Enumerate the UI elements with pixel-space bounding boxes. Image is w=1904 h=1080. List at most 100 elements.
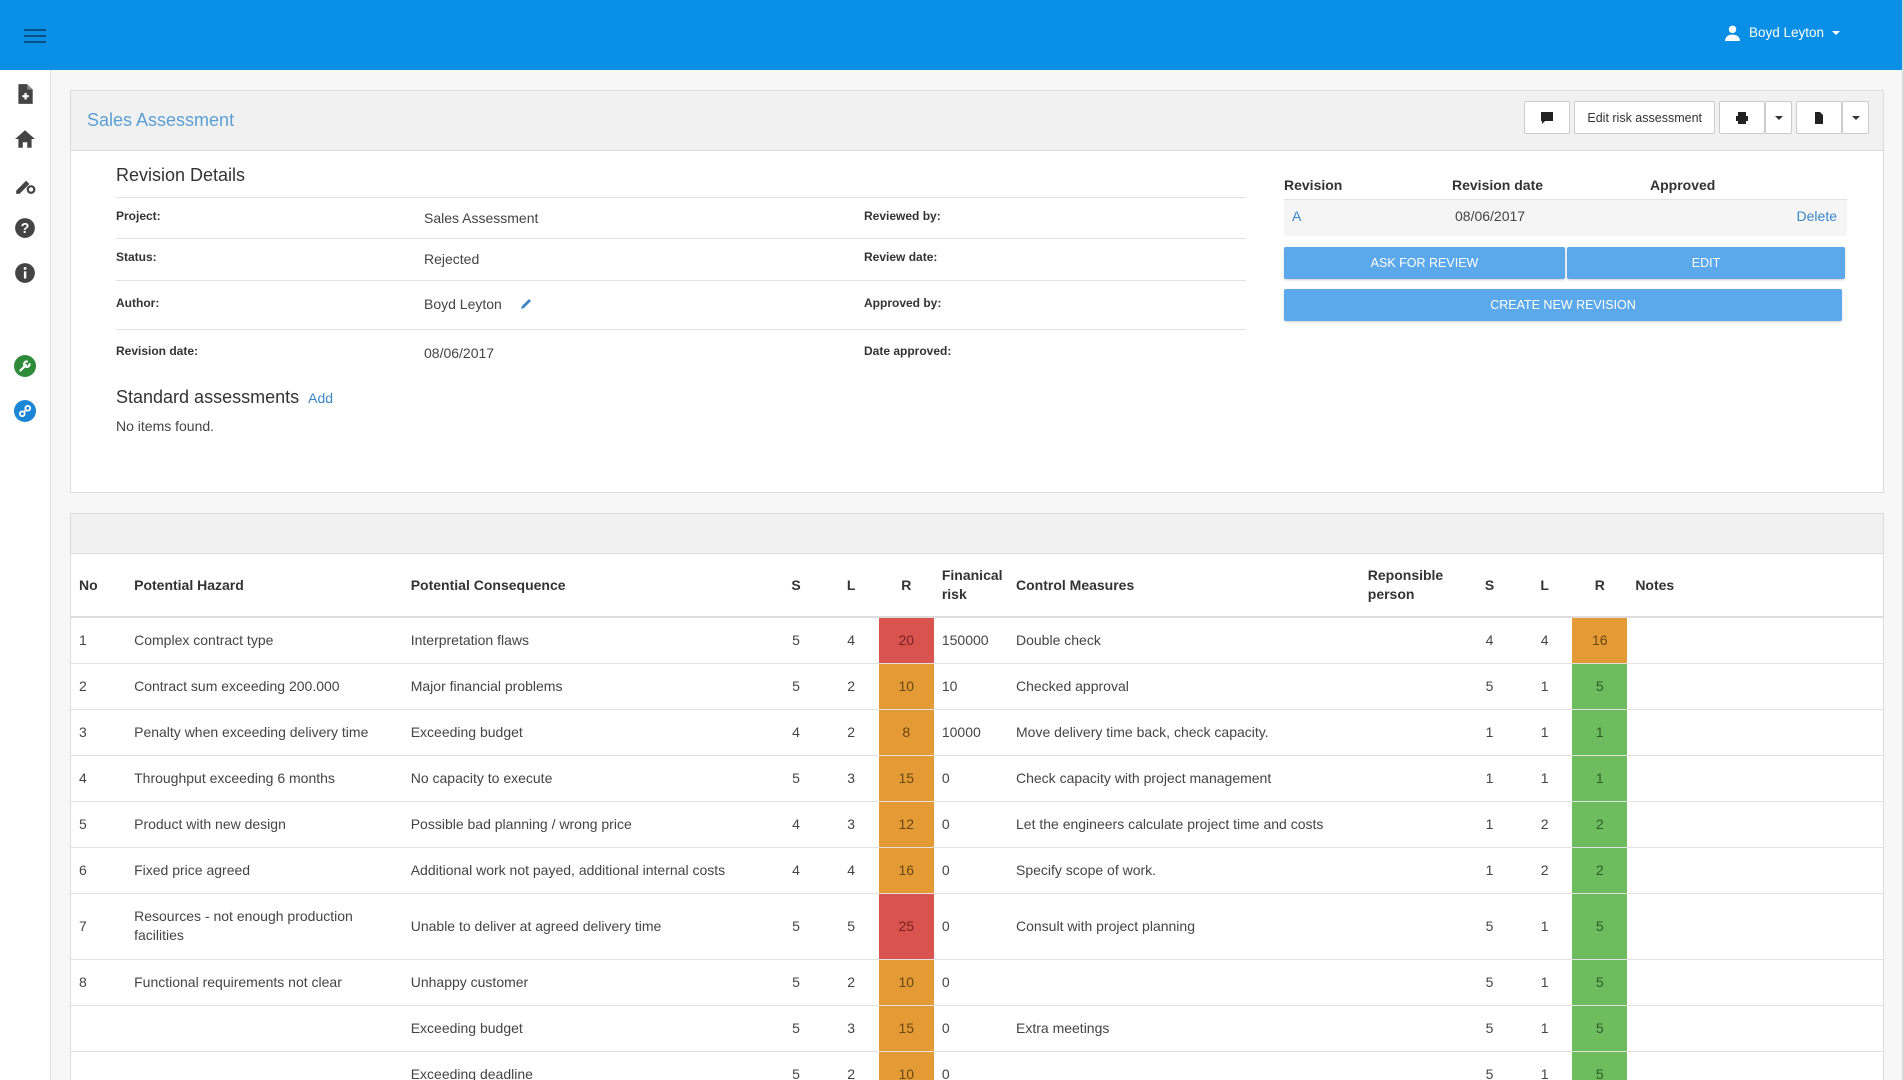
revision-link[interactable]: A <box>1292 208 1302 224</box>
approved-column-header: Approved <box>1650 177 1716 193</box>
table-row[interactable]: 7 Resources - not enough production facil… <box>71 893 1883 960</box>
cell-likelihood: 2 <box>823 709 879 756</box>
wrench-tool-icon[interactable] <box>12 353 38 379</box>
cell-residual-severity: 4 <box>1461 617 1518 664</box>
date-approved-label: Date approved: <box>864 344 952 358</box>
chevron-down-icon <box>1851 115 1860 120</box>
add-standard-assessment-link[interactable]: Add <box>308 390 334 406</box>
reviewed-by-label: Reviewed by: <box>864 209 941 223</box>
cell-risk: 15 <box>878 1005 934 1052</box>
cell-residual-severity: 5 <box>1461 1051 1518 1080</box>
cell-residual-risk: 5 <box>1572 1005 1628 1052</box>
cell-hazard: Penalty when exceeding delivery time <box>126 709 403 756</box>
panel-header: Sales Assessment Edit risk assessment <box>71 91 1883 151</box>
settings-edit-icon[interactable] <box>12 171 38 197</box>
cell-no: 1 <box>71 617 127 664</box>
table-row[interactable]: 4 Throughput exceeding 6 months No capacit… <box>71 755 1883 802</box>
table-row[interactable]: Exceeding budget 5 3 15 0 Extra meetings 5 1 5 <box>71 1005 1883 1052</box>
cell-likelihood: 3 <box>823 1005 879 1052</box>
cell-notes <box>1627 893 1883 960</box>
connect-tool-icon[interactable] <box>12 398 38 424</box>
help-icon[interactable]: ? <box>12 215 38 241</box>
table-row[interactable]: 8 Functional requirements not clear Unhapp… <box>71 959 1883 1006</box>
scrollbar[interactable] <box>1902 0 1904 1080</box>
sidebar: ? <box>0 70 51 1080</box>
column-header-l-residual: L <box>1517 554 1573 618</box>
cell-notes <box>1627 1005 1883 1052</box>
cell-no: 3 <box>71 709 127 756</box>
table-row[interactable]: 5 Product with new design Possible bad pla… <box>71 801 1883 848</box>
cell-residual-risk: 2 <box>1572 801 1628 848</box>
column-header-control-measures: Control Measures <box>1008 554 1360 618</box>
column-header-hazard: Potential Hazard <box>126 554 403 618</box>
delete-link[interactable]: Delete <box>1796 208 1837 224</box>
create-new-revision-button[interactable]: CREATE NEW REVISION <box>1284 289 1842 321</box>
print-icon <box>1736 111 1748 124</box>
table-row[interactable]: 1 Complex contract type Interpretation fla… <box>71 617 1883 664</box>
print-button[interactable] <box>1719 101 1765 134</box>
cell-responsible-person <box>1359 1051 1462 1080</box>
edit-revision-button[interactable]: EDIT <box>1567 247 1845 279</box>
hamburger-menu-icon[interactable] <box>24 25 46 45</box>
cell-residual-risk: 5 <box>1572 893 1628 960</box>
cell-responsible-person <box>1359 755 1462 802</box>
cell-likelihood: 5 <box>823 893 879 960</box>
cell-residual-risk: 1 <box>1572 709 1628 756</box>
detail-row: Status: Rejected Review date: <box>116 239 1246 281</box>
export-dropdown-button[interactable] <box>1842 101 1869 134</box>
cell-residual-likelihood: 1 <box>1517 1005 1573 1052</box>
cell-residual-likelihood: 1 <box>1517 755 1573 802</box>
export-button[interactable] <box>1796 101 1842 134</box>
file-icon <box>1815 111 1823 124</box>
cell-notes <box>1627 755 1883 802</box>
cell-risk: 10 <box>878 663 934 710</box>
cell-residual-severity: 1 <box>1461 755 1518 802</box>
cell-risk: 16 <box>878 847 934 894</box>
cell-consequence: Exceeding budget <box>402 709 769 756</box>
revision-date-label: Revision date: <box>116 344 199 358</box>
user-menu[interactable]: Boyd Leyton <box>1724 24 1840 41</box>
revision-panel: Sales Assessment Edit risk assessment Re… <box>70 90 1884 493</box>
author-field: Boyd Leyton <box>424 296 533 313</box>
ask-for-review-button[interactable]: ASK FOR REVIEW <box>1284 247 1565 279</box>
cell-hazard <box>126 1051 403 1080</box>
column-header-consequence: Potential Consequence <box>402 554 769 618</box>
cell-no: 7 <box>71 893 127 960</box>
print-dropdown-button[interactable] <box>1765 101 1792 134</box>
cell-notes <box>1627 663 1883 710</box>
home-icon[interactable] <box>12 126 38 152</box>
revision-date: 08/06/2017 <box>1455 208 1526 224</box>
cell-residual-severity: 5 <box>1461 959 1518 1006</box>
revision-row[interactable]: A 08/06/2017 Delete <box>1284 200 1847 236</box>
info-icon[interactable] <box>12 260 38 286</box>
edit-risk-assessment-button[interactable]: Edit risk assessment <box>1574 101 1715 134</box>
comment-icon <box>1541 111 1554 124</box>
pencil-icon[interactable] <box>520 297 533 313</box>
cell-control-measures: Checked approval <box>1008 663 1360 710</box>
new-document-icon[interactable] <box>12 81 38 107</box>
cell-no: 6 <box>71 847 127 894</box>
cell-severity: 5 <box>768 1005 824 1052</box>
risk-table-body: 1 Complex contract type Interpretation fla… <box>71 617 1883 1080</box>
revisions-table: Revision Revision date Approved A 08/06/… <box>1284 169 1847 321</box>
cell-risk: 10 <box>878 959 934 1006</box>
revision-column-header: Revision <box>1284 177 1343 193</box>
table-row[interactable]: Exceeding deadline 5 2 10 0 5 1 5 <box>71 1051 1883 1080</box>
cell-no: 4 <box>71 755 127 802</box>
cell-notes <box>1627 617 1883 664</box>
cell-control-measures <box>1008 959 1360 1006</box>
cell-consequence: Exceeding budget <box>402 1005 769 1052</box>
column-header-responsible-person: Reponsible person <box>1359 554 1462 618</box>
table-row[interactable]: 3 Penalty when exceeding delivery time Exc… <box>71 709 1883 756</box>
cell-residual-likelihood: 1 <box>1517 1051 1573 1080</box>
cell-notes <box>1627 1051 1883 1080</box>
cell-residual-risk: 1 <box>1572 755 1628 802</box>
table-row[interactable]: 6 Fixed price agreed Additional work not p… <box>71 847 1883 894</box>
cell-responsible-person <box>1359 959 1462 1006</box>
detail-row: Revision date: 08/06/2017 Date approved: <box>116 330 1246 374</box>
status-label: Status: <box>116 250 157 264</box>
comment-button[interactable] <box>1524 101 1571 134</box>
cell-severity: 4 <box>768 847 824 894</box>
cell-hazard: Contract sum exceeding 200.000 <box>126 663 403 710</box>
table-row[interactable]: 2 Contract sum exceeding 200.000 Major fin… <box>71 663 1883 710</box>
